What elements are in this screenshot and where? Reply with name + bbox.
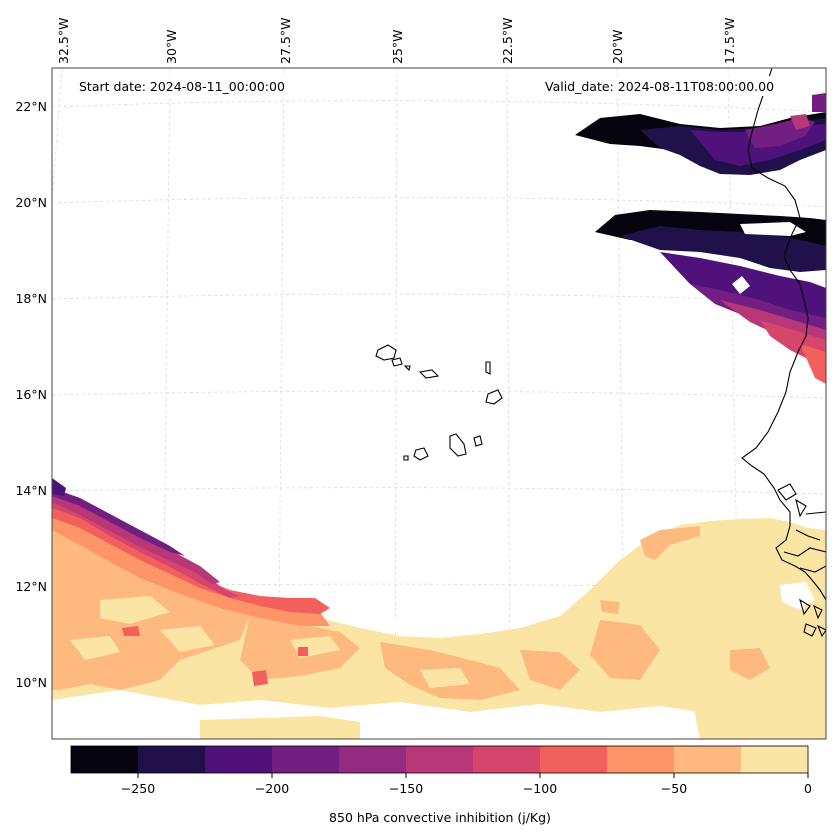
lon-label: 30°W — [164, 29, 179, 64]
island-maio — [473, 435, 483, 447]
lon-label: 20°W — [610, 29, 625, 64]
cin-region-0-to-25 — [52, 505, 826, 739]
map-content — [52, 68, 826, 739]
cin-gap — [390, 616, 430, 634]
colorbar-segment — [339, 746, 407, 773]
cin-region-200-to-225 — [52, 478, 66, 496]
colorbar-tick-label: −150 — [389, 781, 423, 796]
colorbar-segment — [205, 746, 273, 773]
lat-label: 12°N — [15, 579, 47, 594]
island-boa-vista — [485, 389, 503, 405]
island-sal — [485, 361, 491, 375]
cin-region-0-to-25b — [200, 716, 360, 739]
cin-contours — [52, 93, 826, 739]
cin-region-125-to-150-north — [790, 114, 810, 130]
colorbar-border — [70, 745, 809, 774]
cin-region-125-to-150 — [52, 492, 220, 584]
lon-label: 22.5°W — [500, 18, 515, 64]
valid-date-box — [538, 76, 808, 96]
colorbar-tick-label: −50 — [661, 781, 687, 796]
colorbar-tick-label: −250 — [121, 781, 155, 796]
cin-region-75-to-100-south — [800, 344, 826, 384]
cin-gap — [740, 222, 806, 236]
colorbar-ticks: −250 −200 −150 −100 −50 0 — [121, 773, 812, 796]
cin-region-75-to-100 — [52, 500, 330, 614]
colorbar-tick-label: 0 — [804, 781, 812, 796]
lat-label: 14°N — [15, 483, 47, 498]
cin-gap — [780, 582, 815, 610]
lat-label: 18°N — [15, 291, 47, 306]
colorbar-tick-label: −100 — [523, 781, 557, 796]
longitude-labels: 32.5°W 30°W 27.5°W 25°W 22.5°W 20°W 17.5… — [56, 18, 737, 64]
lat-label: 22°N — [15, 99, 47, 114]
valid-date-text: Valid_date: 2024-08-11T08:00:00.00 — [545, 79, 774, 94]
lat-label: 20°N — [15, 195, 47, 210]
colorbar-segment — [272, 746, 340, 773]
colorbar-label: 850 hPa convective inhibition (j/Kg) — [329, 810, 551, 825]
colorbar-segment — [406, 746, 474, 773]
colorbar-segment — [540, 746, 608, 773]
island-brava — [403, 455, 409, 461]
cin-region-175-to-200-corner — [812, 93, 826, 112]
cin-region-175-to-200 — [52, 488, 185, 556]
lon-label: 17.5°W — [722, 18, 737, 64]
start-date-box — [72, 76, 314, 96]
colorbar-segment — [71, 746, 139, 773]
cin-region-0-to-25c — [690, 680, 826, 739]
cin-region-75-to-100-spots — [122, 626, 308, 686]
island-sao-vicente — [391, 357, 403, 367]
island-santiago — [449, 433, 467, 457]
africa-coastline — [741, 68, 826, 601]
lat-label: 16°N — [15, 387, 47, 402]
colorbar — [70, 745, 809, 774]
colorbar-segment — [138, 746, 206, 773]
lon-label: 25°W — [390, 29, 405, 64]
island-sao-nicolau — [418, 369, 440, 379]
start-date-text: Start date: 2024-08-11_00:00:00 — [79, 79, 285, 94]
lon-label: 27.5°W — [278, 18, 293, 64]
colorbar-segment — [674, 746, 742, 773]
lon-label: 32.5°W — [56, 18, 71, 64]
cin-region-225-to-250-south — [620, 226, 826, 272]
colorbar-tick-label: −200 — [255, 781, 289, 796]
latitude-labels: 22°N 20°N 18°N 16°N 14°N 12°N 10°N — [15, 99, 47, 690]
cin-gap — [732, 276, 750, 294]
island-santo-antao — [375, 344, 397, 361]
colorbar-segment — [741, 746, 809, 773]
colorbar-segment — [607, 746, 675, 773]
lat-label: 10°N — [15, 675, 47, 690]
cape-verde-islands — [375, 344, 503, 461]
island-santa-luzia — [403, 365, 411, 372]
island-fogo — [413, 447, 429, 461]
map-border — [51, 67, 827, 740]
colorbar-segment — [473, 746, 541, 773]
coastlines — [741, 68, 826, 638]
